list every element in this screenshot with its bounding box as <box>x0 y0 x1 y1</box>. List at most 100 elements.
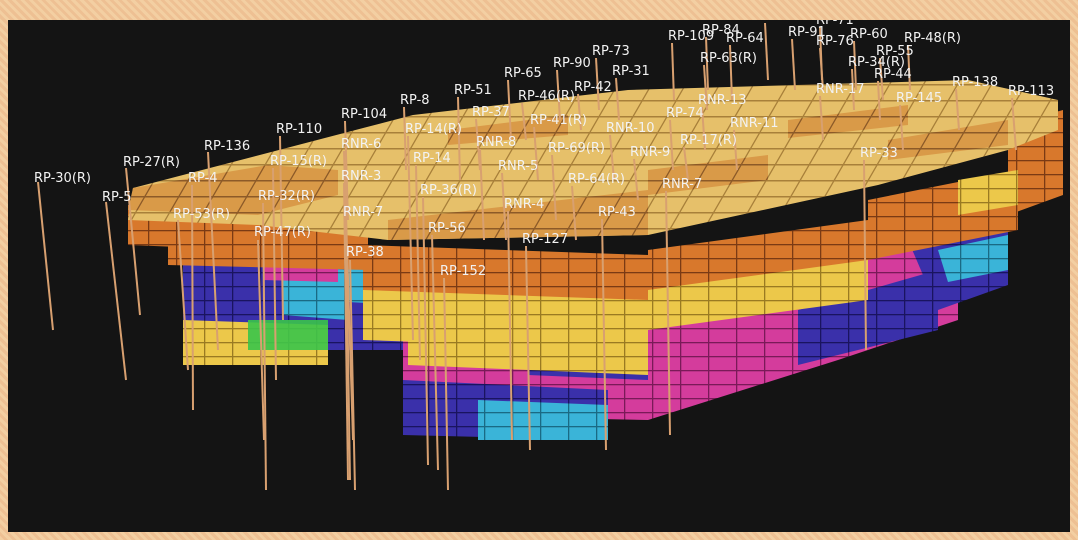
well-line-rp30r <box>37 181 54 331</box>
well-line-rp46r <box>521 102 527 141</box>
well-label-rp127: RP-127 <box>522 232 568 247</box>
well-line-rp42 <box>577 93 582 131</box>
well-line-rp41r <box>533 126 539 181</box>
well-line-rp127 <box>525 245 531 451</box>
well-label-rp46r: RP-46(R) <box>518 89 575 104</box>
well-label-rp145: RP-145 <box>896 91 942 106</box>
lower-layers: RP-30(R) RP-5 RP-27(R) RP-4 RP-53(R) RP-136 RP… <box>34 20 1063 491</box>
well-line-rp91 <box>791 38 796 91</box>
well-label-rp90: RP-90 <box>553 56 591 71</box>
well-line-rp136 <box>207 151 219 351</box>
well-label-rp84: RP-84 <box>702 23 740 38</box>
well-line-rp48r <box>907 44 911 91</box>
well-line-rp69r <box>551 154 557 221</box>
well-line-rp37 <box>475 118 481 171</box>
well-line-rnr13 <box>701 106 706 151</box>
well-line-rp51 <box>457 96 461 181</box>
well-line-rp8 <box>403 106 407 171</box>
well-line-rp110 <box>279 135 284 321</box>
well-label-rp15r: RP-15(R) <box>270 154 327 169</box>
well-line-rp44 <box>877 80 881 121</box>
well-label-rp65: RP-65 <box>504 66 542 81</box>
well-label-rp17r: RP-17(R) <box>680 133 737 148</box>
well-line-rp38 <box>349 259 356 491</box>
well-line-rp47r <box>257 239 265 441</box>
well-label-rnr8: RNR-8 <box>476 135 516 150</box>
well-label-rp36r: RP-36(R) <box>420 183 477 198</box>
3d-block-model-viewport[interactable]: RP-30(R) RP-5 RP-27(R) RP-4 RP-53(R) RP-136 RP… <box>8 20 1070 532</box>
well-line-rp14r <box>407 135 414 341</box>
well-line-rp104 <box>344 120 349 221</box>
well-label-rp56: RP-56 <box>428 221 466 236</box>
well-line-rp15r <box>272 167 277 381</box>
well-line-rnr5 <box>501 172 507 241</box>
well-label-rp33: RP-33 <box>860 146 898 161</box>
well-line-rnr4 <box>507 210 513 441</box>
well-line-rp43 <box>601 218 607 451</box>
well-line-rp36r <box>422 196 429 466</box>
well-line-rp5 <box>105 201 127 381</box>
well-label-rp72: RP-72 <box>761 20 799 24</box>
well-label-rnr4: RNR-4 <box>504 197 544 212</box>
well-label-rp31: RP-31 <box>612 64 650 79</box>
well-label-rnr11: RNR-11 <box>730 116 779 131</box>
well-label-rp37: RP-37 <box>472 105 510 120</box>
well-line-rp63r <box>703 64 708 111</box>
well-label-rp152: RP-152 <box>440 264 486 279</box>
well-line-rp74 <box>669 119 674 171</box>
well-label-rp71: RP-71 <box>816 20 854 28</box>
well-line-rp64 <box>729 44 733 101</box>
well-label-rp43: RP-43 <box>598 205 636 220</box>
block-model-diagram: RP-30(R) RP-5 RP-27(R) RP-4 RP-53(R) RP-136 RP… <box>34 20 1063 491</box>
well-label-rp64r: RP-64(R) <box>568 172 625 187</box>
well-label-rp69r: RP-69(R) <box>548 141 605 156</box>
top-surface <box>128 80 1058 240</box>
well-label-rp48r: RP-48(R) <box>904 31 961 46</box>
well-line-rp76 <box>819 47 824 91</box>
well-label-rp30r: RP-30(R) <box>34 171 91 186</box>
well-line-rp145 <box>899 104 904 151</box>
well-label-rp32r: RP-32(R) <box>258 189 315 204</box>
well-label-rp110: RP-110 <box>276 122 322 137</box>
well-labels: RP-30(R) RP-5 RP-27(R) RP-4 RP-53(R) RP-136 RP… <box>34 20 1054 279</box>
well-label-rnr13: RNR-13 <box>698 93 747 108</box>
well-label-rp34r: RP-34(R) <box>848 55 905 70</box>
well-line-rnr11 <box>733 129 738 171</box>
well-line-rp73 <box>595 57 600 111</box>
well-line-rnr3 <box>343 182 349 481</box>
well-line-rp53r <box>177 219 189 371</box>
well-line-rnr10 <box>609 134 615 181</box>
well-label-rp63r: RP-63(R) <box>700 51 757 66</box>
well-label-rp44: RP-44 <box>874 67 912 82</box>
well-label-rp8: RP-8 <box>400 93 430 108</box>
well-label-rnr17: RNR-17 <box>816 82 865 97</box>
well-line-rp33 <box>863 159 867 351</box>
well-line-rp90 <box>556 69 561 121</box>
well-line-rnr7b <box>665 190 671 436</box>
well-label-rp42: RP-42 <box>574 80 612 95</box>
well-label-rp51: RP-51 <box>454 83 492 98</box>
well-line-rp55 <box>879 57 884 101</box>
well-label-rnr7a: RNR-7 <box>343 205 383 220</box>
well-label-rp136: RP-136 <box>204 139 250 154</box>
well-line-rp109 <box>671 42 675 101</box>
well-label-rp14: RP-14 <box>413 151 451 166</box>
well-line-rnr9 <box>633 158 639 201</box>
well-line-rp84 <box>705 36 709 91</box>
well-line-rp34r <box>851 68 855 111</box>
well-line-rp4 <box>191 184 194 411</box>
well-label-rp5: RP-5 <box>102 190 132 205</box>
well-label-rp41r: RP-41(R) <box>530 113 587 128</box>
well-label-rp138: RP-138 <box>952 75 998 90</box>
well-line-rp32r <box>262 202 267 491</box>
well-line-rp14 <box>415 164 421 361</box>
well-label-rp47r: RP-47(R) <box>254 225 311 240</box>
well-label-rp109: RP-109 <box>668 29 714 44</box>
well-label-rp113: RP-113 <box>1008 84 1054 99</box>
well-label-rp60: RP-60 <box>850 27 888 42</box>
well-line-rp113 <box>1011 97 1017 151</box>
well-label-rp64: RP-64 <box>726 31 764 46</box>
well-label-rp76: RP-76 <box>816 34 854 49</box>
well-line-rp17r <box>683 146 689 181</box>
